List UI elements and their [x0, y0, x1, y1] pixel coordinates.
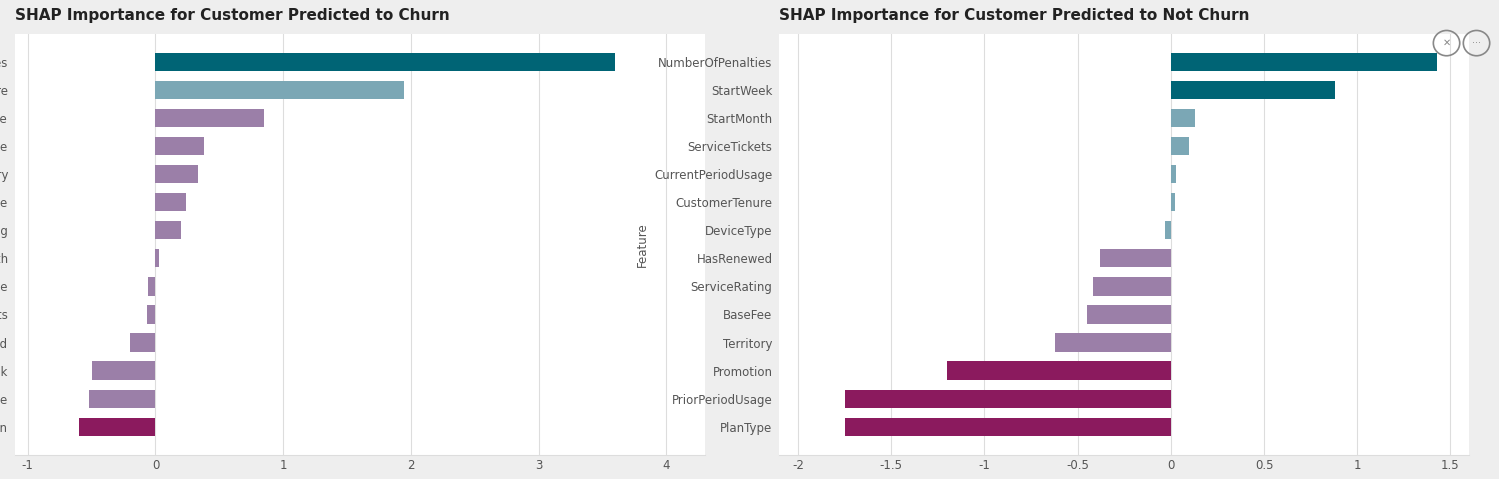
- Bar: [1093, 277, 1171, 296]
- Bar: [1165, 221, 1171, 240]
- Text: SHAP Importance for Customer Predicted to Not Churn: SHAP Importance for Customer Predicted t…: [779, 8, 1250, 23]
- Bar: [91, 362, 156, 380]
- Bar: [1171, 53, 1438, 71]
- Bar: [1171, 165, 1177, 183]
- Bar: [130, 333, 156, 352]
- Bar: [156, 109, 264, 127]
- Bar: [88, 389, 156, 408]
- Bar: [79, 418, 156, 436]
- Bar: [1171, 81, 1334, 99]
- Bar: [1087, 305, 1171, 324]
- Bar: [1171, 193, 1175, 211]
- Bar: [156, 221, 181, 240]
- Bar: [147, 305, 156, 324]
- Text: ···: ···: [1472, 38, 1481, 48]
- Bar: [1171, 109, 1195, 127]
- Bar: [947, 362, 1171, 380]
- Text: SHAP Importance for Customer Predicted to Churn: SHAP Importance for Customer Predicted t…: [15, 8, 450, 23]
- Bar: [1055, 333, 1171, 352]
- Text: ✕: ✕: [1442, 38, 1451, 48]
- Bar: [845, 418, 1171, 436]
- Bar: [148, 277, 156, 296]
- Bar: [156, 53, 615, 71]
- Bar: [156, 249, 159, 267]
- Bar: [156, 165, 198, 183]
- Y-axis label: Feature: Feature: [636, 222, 649, 267]
- Bar: [156, 193, 186, 211]
- Bar: [1100, 249, 1171, 267]
- Bar: [156, 137, 204, 155]
- Bar: [156, 81, 405, 99]
- Bar: [1171, 137, 1190, 155]
- Bar: [845, 389, 1171, 408]
